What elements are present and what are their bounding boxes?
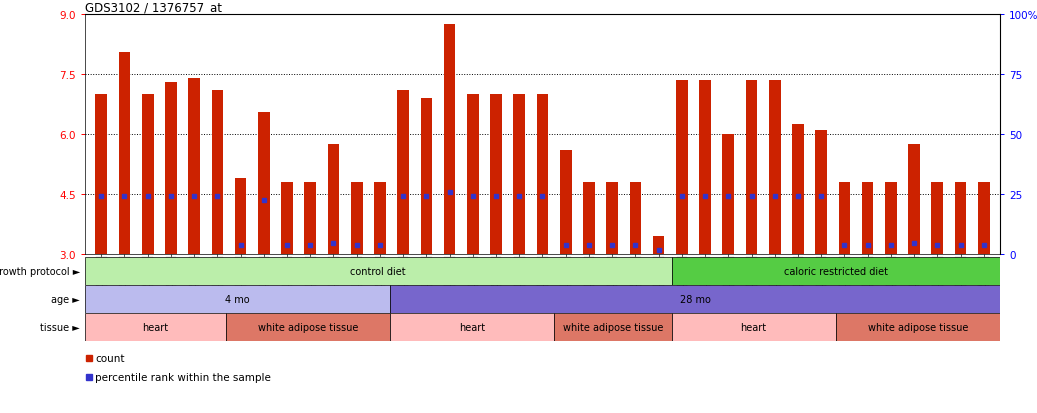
Text: caloric restricted diet: caloric restricted diet	[784, 266, 888, 276]
Bar	[672, 257, 1000, 285]
Bar	[862, 183, 873, 254]
Bar	[226, 313, 390, 341]
Bar	[85, 285, 390, 313]
Bar	[768, 81, 781, 254]
Bar	[513, 95, 525, 254]
Text: control diet: control diet	[351, 266, 407, 276]
Text: GDS3102 / 1376757_at: GDS3102 / 1376757_at	[85, 1, 222, 14]
Text: percentile rank within the sample: percentile rank within the sample	[95, 372, 271, 382]
Bar	[95, 95, 107, 254]
Bar	[397, 91, 409, 254]
Bar	[421, 99, 432, 254]
Text: white adipose tissue: white adipose tissue	[258, 322, 358, 332]
Bar	[328, 145, 339, 254]
Bar	[792, 125, 804, 254]
Bar	[676, 81, 688, 254]
Bar	[165, 83, 176, 254]
Bar	[723, 135, 734, 254]
Bar	[653, 236, 665, 254]
Text: count: count	[95, 354, 124, 363]
Bar	[746, 81, 757, 254]
Bar	[839, 183, 850, 254]
Bar	[142, 95, 153, 254]
Bar	[554, 313, 672, 341]
Bar	[908, 145, 920, 254]
Bar	[467, 95, 479, 254]
Text: heart: heart	[740, 322, 766, 332]
Bar	[390, 285, 1000, 313]
Bar	[491, 95, 502, 254]
Bar	[390, 313, 554, 341]
Bar	[118, 53, 131, 254]
Text: white adipose tissue: white adipose tissue	[563, 322, 663, 332]
Bar	[931, 183, 943, 254]
Bar	[836, 313, 1000, 341]
Bar	[85, 257, 672, 285]
Bar	[699, 81, 711, 254]
Text: heart: heart	[142, 322, 168, 332]
Text: 28 mo: 28 mo	[679, 294, 710, 304]
Bar	[234, 178, 247, 254]
Text: growth protocol ►: growth protocol ►	[0, 266, 80, 276]
Text: age ►: age ►	[51, 294, 80, 304]
Bar	[629, 183, 641, 254]
Bar	[258, 113, 270, 254]
Bar	[281, 183, 292, 254]
Bar	[305, 183, 316, 254]
Bar	[672, 313, 836, 341]
Text: heart: heart	[459, 322, 485, 332]
Bar	[189, 79, 200, 254]
Bar	[885, 183, 897, 254]
Bar	[212, 91, 223, 254]
Bar	[978, 183, 989, 254]
Bar	[444, 25, 455, 254]
Bar	[351, 183, 363, 254]
Bar	[815, 131, 826, 254]
Text: white adipose tissue: white adipose tissue	[868, 322, 969, 332]
Bar	[583, 183, 595, 254]
Bar	[374, 183, 386, 254]
Bar	[607, 183, 618, 254]
Bar	[560, 151, 571, 254]
Bar	[85, 313, 226, 341]
Text: tissue ►: tissue ►	[40, 322, 80, 332]
Bar	[955, 183, 966, 254]
Text: 4 mo: 4 mo	[225, 294, 250, 304]
Bar	[537, 95, 549, 254]
